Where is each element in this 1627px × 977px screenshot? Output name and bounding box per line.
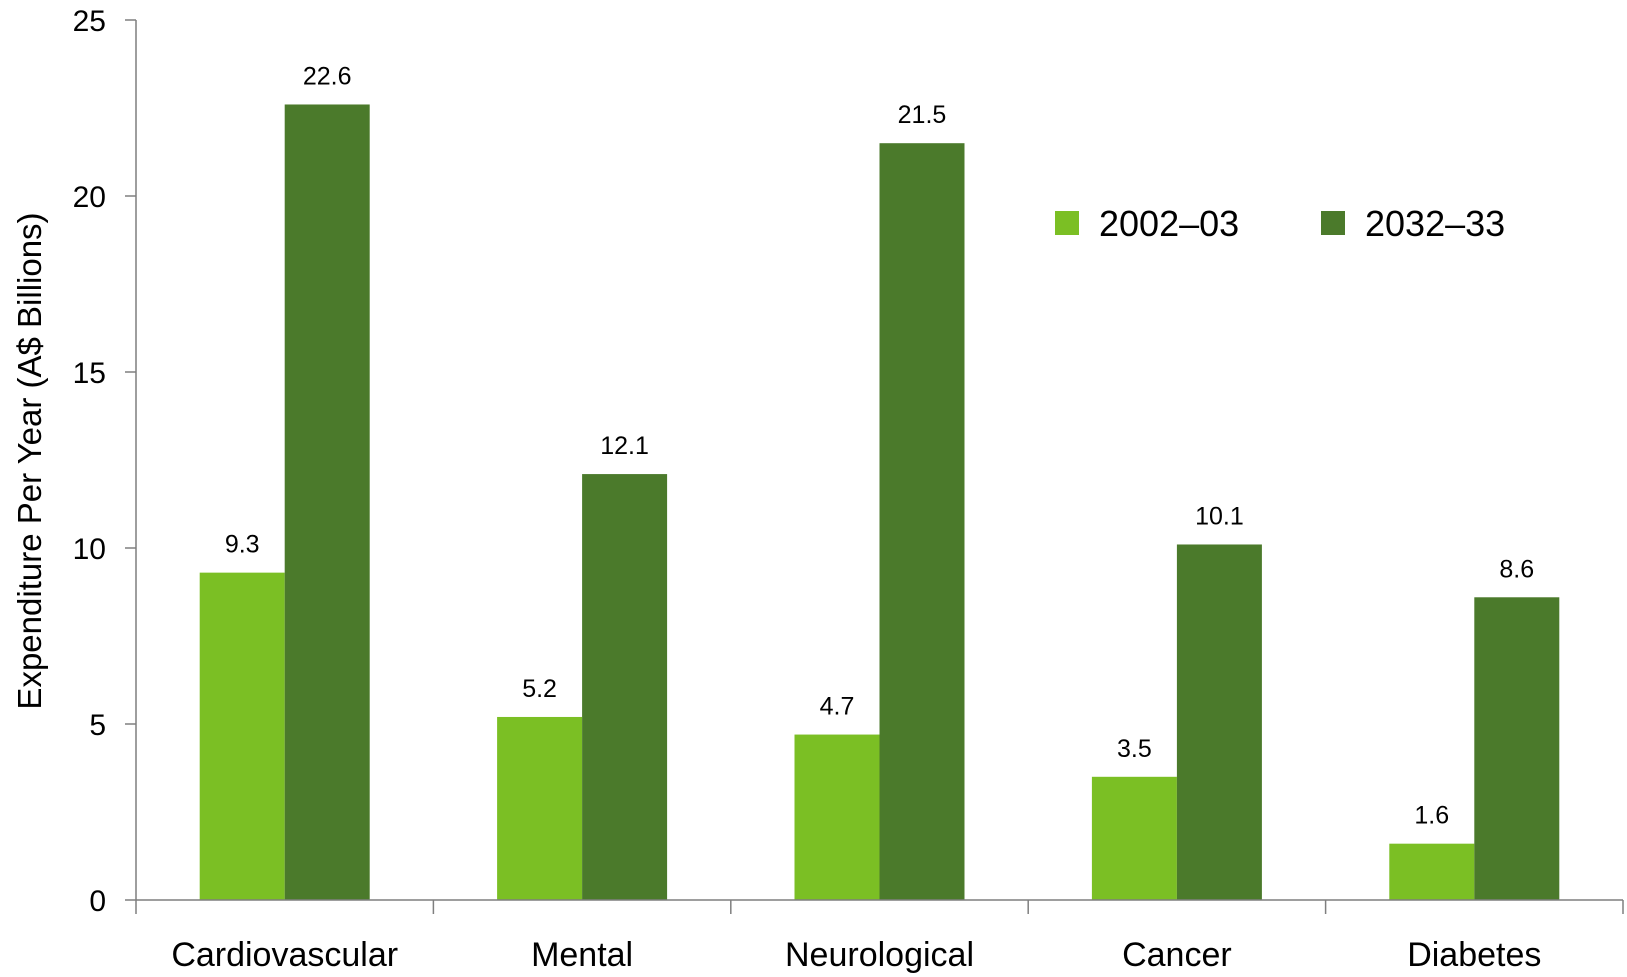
x-category-label: Cancer bbox=[1122, 936, 1232, 974]
data-label: 22.6 bbox=[303, 62, 352, 90]
bar bbox=[794, 734, 880, 900]
data-label: 8.6 bbox=[1499, 555, 1534, 583]
bar bbox=[879, 143, 965, 900]
y-axis-ticks: 0 5 10 15 20 25 bbox=[73, 5, 136, 918]
x-category-label: Cardiovascular bbox=[171, 936, 398, 974]
legend-label: 2002–03 bbox=[1099, 203, 1239, 244]
data-label: 10.1 bbox=[1195, 502, 1244, 530]
legend: 2002–03 2032–33 bbox=[1055, 203, 1505, 244]
legend-swatch bbox=[1055, 211, 1079, 235]
data-label: 12.1 bbox=[600, 432, 649, 460]
y-tick-label: 10 bbox=[73, 533, 106, 566]
bar bbox=[582, 474, 668, 900]
bar bbox=[1474, 597, 1560, 900]
data-label: 1.6 bbox=[1414, 802, 1449, 830]
bar bbox=[1091, 776, 1177, 900]
legend-label: 2032–33 bbox=[1365, 203, 1505, 244]
y-axis-title: Expenditure Per Year (A$ Billions) bbox=[11, 212, 48, 709]
data-label: 3.5 bbox=[1117, 735, 1152, 763]
y-tick-label: 20 bbox=[73, 181, 106, 214]
x-category-label: Neurological bbox=[785, 936, 974, 974]
y-tick-label: 15 bbox=[73, 357, 106, 390]
data-label: 21.5 bbox=[898, 101, 947, 129]
x-category-label: Mental bbox=[531, 936, 633, 974]
y-tick-label: 0 bbox=[89, 885, 106, 918]
data-label: 4.7 bbox=[820, 693, 855, 721]
x-axis-ticks bbox=[135, 900, 1624, 914]
data-label: 5.2 bbox=[522, 675, 557, 703]
bar bbox=[199, 572, 285, 900]
bar bbox=[1389, 843, 1475, 900]
data-label: 9.3 bbox=[225, 531, 260, 559]
bar bbox=[1176, 544, 1262, 900]
y-tick-label: 25 bbox=[73, 5, 106, 38]
bars bbox=[199, 104, 1560, 901]
data-labels: 9.3 22.6 5.2 12.1 4.7 21.5 3.5 10.1 1.6 8.6 bbox=[225, 62, 1534, 829]
bar bbox=[284, 104, 370, 901]
category-labels: Cardiovascular Mental Neurological Cancer Di… bbox=[171, 936, 1541, 974]
bar bbox=[497, 716, 583, 900]
y-tick-label: 5 bbox=[89, 709, 106, 742]
x-category-label: Diabetes bbox=[1407, 936, 1541, 974]
legend-swatch bbox=[1321, 211, 1345, 235]
